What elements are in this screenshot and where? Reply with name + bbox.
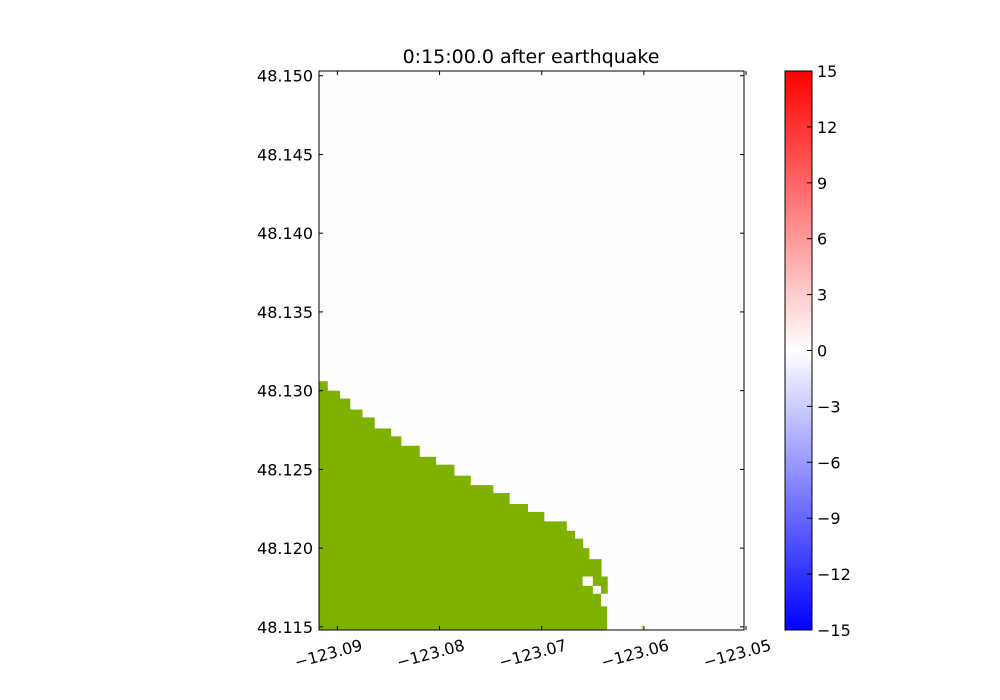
colorbar-tick-label: −3 [817,397,841,416]
x-tick-label: −123.05 [701,636,773,672]
land-cell [327,390,341,630]
land-cell [566,530,576,630]
colorbar-tick-label: −12 [817,565,851,584]
y-tick-label: 48.150 [257,67,313,86]
colorbar-tick-label: 15 [817,62,837,81]
land-cell [582,548,590,630]
colorbar: 15 12 9 6 3 0 −3 −6 −9 −12 −15 [784,62,851,640]
x-tick-label: −123.06 [599,636,671,672]
y-tick-label: 48.145 [257,145,313,164]
water-cell [582,576,593,586]
land-cell [374,428,392,630]
x-tick-label: −123.07 [497,636,569,672]
land-cell [453,475,471,630]
land-cell [543,521,567,630]
land-cell [339,398,351,630]
colorbar-tick-label: −6 [817,453,841,472]
water-cell [600,593,608,607]
colorbar-ticks: 15 12 9 6 3 0 −3 −6 −9 −12 −15 [807,62,851,640]
land-cell [470,485,494,630]
x-tick-label: −123.09 [292,636,364,672]
y-tick-label: 48.140 [257,224,313,243]
land-cell [509,504,529,630]
y-tick-label: 48.135 [257,303,313,322]
land-cell [390,436,402,630]
colorbar-tick-label: 9 [817,174,827,193]
colorbar-tick-label: 12 [817,118,837,137]
colorbar-tick-label: −9 [817,509,841,528]
water-cell [592,585,601,594]
land-cell [574,538,584,630]
y-tick-label: 48.120 [257,539,313,558]
land-cell [435,464,455,630]
axes-frame [318,70,745,631]
chart-title: 0:15:00.0 after earthquake [403,46,660,68]
water-pockets [582,576,642,630]
land-cell [361,417,375,630]
colorbar-tick-label: 3 [817,286,827,305]
land-cell [319,381,328,630]
land-cell [349,409,363,630]
colorbar-tick-label: 0 [817,342,827,361]
land-cell [492,493,510,630]
land-cell [588,559,602,630]
colorbar-tick-label: 6 [817,230,827,249]
y-axis: 48.115 48.120 48.125 48.130 48.135 48.140 48.1… [257,67,744,637]
land-layer [319,381,643,630]
land-cell [527,511,545,630]
water-cell [607,593,642,630]
y-tick-label: 48.130 [257,382,313,401]
x-tick-label: −123.08 [395,636,467,672]
colorbar-tick-label: −15 [817,621,851,640]
plot-area [319,71,744,630]
land-cell [400,445,420,630]
land-cell [419,456,437,630]
y-tick-label: 48.125 [257,460,313,479]
y-tick-label: 48.115 [257,618,313,637]
